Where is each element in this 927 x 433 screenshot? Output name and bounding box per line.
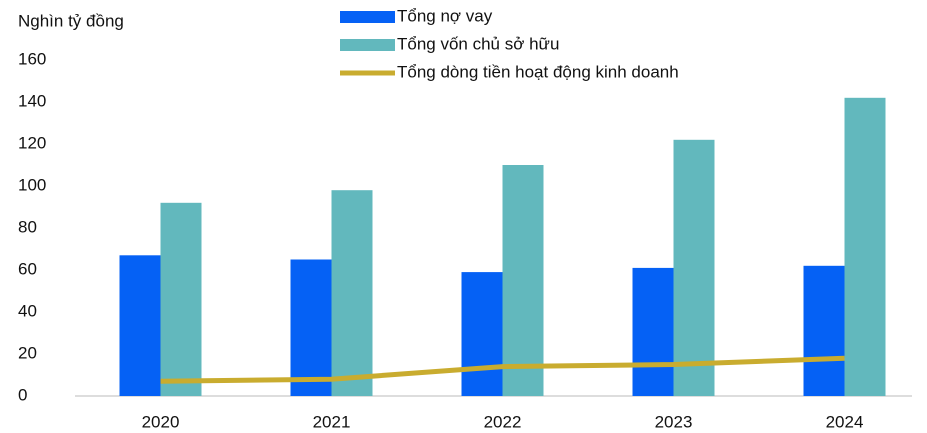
x-tick-label: 2024: [826, 412, 864, 431]
y-tick-label: 120: [18, 133, 46, 152]
y-tick-label: 140: [18, 91, 46, 110]
bar: [461, 272, 503, 396]
y-tick-label: 20: [18, 343, 37, 362]
bar: [119, 255, 161, 396]
bar: [331, 190, 373, 396]
bar: [673, 139, 715, 397]
bar: [160, 202, 202, 396]
y-tick-label: 100: [18, 175, 46, 194]
y-tick-label: 40: [18, 301, 37, 320]
x-tick-label: 2021: [313, 412, 351, 431]
y-tick-label: 160: [18, 49, 46, 68]
x-tick-label: 2023: [655, 412, 693, 431]
legend-swatch: [340, 39, 395, 51]
y-tick-label: 0: [18, 385, 27, 404]
y-tick-label: 60: [18, 259, 37, 278]
bar: [803, 265, 845, 396]
bar: [632, 267, 674, 396]
bar: [844, 97, 886, 397]
legend-label: Tổng nợ vay: [397, 6, 493, 25]
x-tick-label: 2022: [484, 412, 522, 431]
y-tick-label: 80: [18, 217, 37, 236]
bar: [290, 259, 332, 396]
x-tick-label: 2020: [142, 412, 180, 431]
legend-label: Tổng dòng tiền hoạt động kinh doanh: [397, 62, 679, 81]
bar: [502, 165, 544, 396]
legend-label: Tổng vốn chủ sở hữu: [397, 34, 559, 53]
legend-swatch: [340, 11, 395, 23]
y-axis-label: Nghìn tỷ đồng: [18, 11, 124, 30]
line: [160, 355, 845, 384]
